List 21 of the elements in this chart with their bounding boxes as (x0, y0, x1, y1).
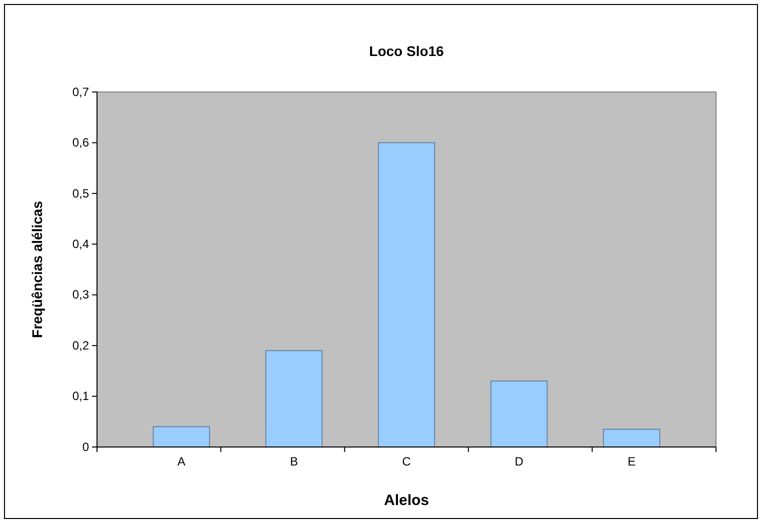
y-tick-label: 0,5 (72, 186, 90, 200)
bar (378, 142, 436, 448)
x-tick-label: B (290, 454, 298, 469)
x-tick-label: A (177, 454, 186, 469)
y-tick-label: 0 (82, 440, 90, 454)
x-tick-label: D (514, 454, 524, 469)
x-tick-label: E (628, 454, 636, 469)
bar (152, 426, 210, 448)
y-tick-label: 0,1 (72, 389, 90, 404)
bar (265, 350, 322, 448)
x-tick-label: C (402, 454, 412, 469)
x-axis-title: Alelos (384, 492, 430, 509)
y-tick-label: 0,6 (72, 136, 90, 150)
y-tick-label: 0,3 (72, 288, 90, 302)
y-axis-title: Freqüências alélicas (29, 200, 45, 338)
y-tick-label: 0,4 (72, 236, 90, 251)
bar (490, 380, 548, 448)
bar (603, 428, 660, 448)
y-tick-label: 0,2 (72, 338, 90, 352)
y-tick-label: 0,7 (72, 84, 90, 99)
chart-title: Loco Slo16 (369, 43, 444, 59)
